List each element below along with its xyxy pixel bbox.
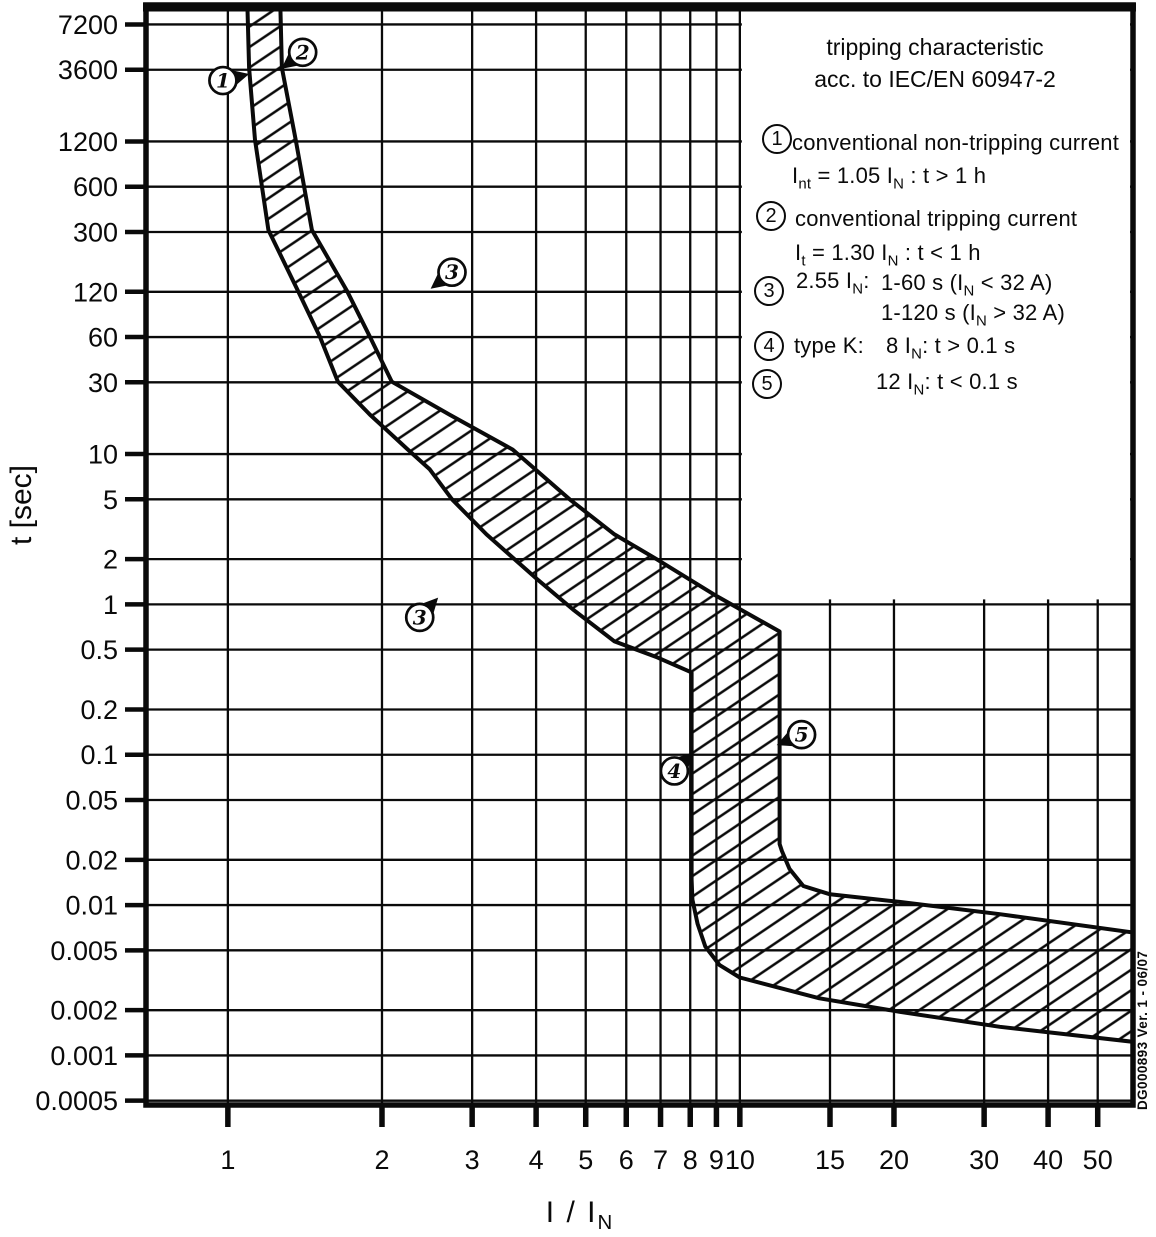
plot-border [143, 2, 1136, 1108]
y-tick-label: 300 [73, 217, 118, 247]
marker-circle [208, 65, 238, 96]
x-tick-label: 3 [465, 1145, 480, 1175]
x-tick-label: 50 [1083, 1145, 1113, 1175]
legend-item-1-text: conventional non-tripping current [792, 130, 1120, 155]
y-tick-label: 600 [73, 172, 118, 202]
x-tick-label: 6 [619, 1145, 634, 1175]
legend-item-2-formula: It = 1.30 IN : t < 1 h [795, 240, 981, 270]
x-tick-label: 7 [653, 1145, 668, 1175]
y-tick-label: 0.001 [50, 1041, 118, 1071]
y-tick-label: 7200 [58, 10, 118, 40]
y-tick-label: 0.2 [80, 695, 118, 725]
legend-item-1-number: 1 [762, 124, 792, 154]
x-tick-label: 10 [725, 1145, 755, 1175]
legend-item-1-formula: Int = 1.05 IN : t > 1 h [792, 163, 987, 193]
y-tick-label: 1 [103, 590, 118, 620]
y-tick-label: 3600 [58, 55, 118, 85]
legend-item-2-text: conventional tripping current [795, 206, 1078, 231]
x-tick-label: 20 [879, 1145, 909, 1175]
legend-item-4-rule: 8 IN: t > 0.1 s [886, 333, 1016, 363]
marker-number: 3 [413, 605, 427, 629]
y-tick-label: 0.05 [65, 785, 118, 815]
legend-item-4-type: type K: [794, 333, 864, 358]
y-tick-label: 0.1 [80, 740, 118, 770]
marker-circle [659, 756, 690, 786]
legend-item-3-condition: 2.55 IN: [796, 268, 870, 298]
y-tick-label: 120 [73, 277, 118, 307]
marker-number: 5 [795, 723, 809, 747]
legend-item-3-number: 3 [754, 276, 784, 306]
legend-item-3-range-1: 1-60 s (IN < 32 A) [881, 270, 1053, 300]
marker-circle [287, 37, 318, 68]
document-id-watermark: DG000893 Ver. 1 - 06/07 [1135, 951, 1150, 1110]
legend-item-5-rule: 12 IN: t < 0.1 s [876, 369, 1018, 399]
legend-title-line-1: tripping characteristic [826, 34, 1044, 60]
y-tick-label: 0.02 [65, 845, 118, 875]
x-tick-label: 5 [578, 1145, 593, 1175]
legend-title-line-2: acc. to IEC/EN 60947-2 [814, 66, 1056, 92]
x-tick-label: 8 [683, 1145, 698, 1175]
y-tick-label: 5 [103, 485, 118, 515]
legend-item-5-number: 5 [752, 369, 782, 399]
y-tick-label: 0.005 [50, 936, 118, 966]
x-tick-label: 4 [529, 1145, 544, 1175]
legend-mask [741, 8, 1130, 600]
legend-item-2-number: 2 [756, 201, 786, 231]
curve-point-markers: 1 2 3 3 4 5 [208, 37, 817, 786]
y-tick-label: 1200 [58, 127, 118, 157]
y-tick-label: 30 [88, 368, 118, 398]
axis-ticks [125, 22, 1101, 1127]
y-tick-label: 0.5 [80, 635, 118, 665]
marker-circle [404, 602, 435, 633]
y-tick-label: 10 [88, 440, 118, 470]
x-tick-label: 2 [374, 1145, 389, 1175]
legend-item-4-number: 4 [754, 331, 784, 361]
axis-tick-labels: 7200360012006003001206030105210.50.20.10… [35, 10, 1112, 1175]
x-tick-label: 30 [969, 1145, 999, 1175]
y-tick-label: 0.002 [50, 996, 118, 1026]
tripping-band [245, 5, 1133, 1044]
x-tick-label: 9 [709, 1145, 724, 1175]
x-tick-label: 15 [815, 1145, 845, 1175]
legend-item-3-range-2: 1-120 s (IN > 32 A) [881, 300, 1065, 330]
marker-number: 2 [295, 40, 310, 64]
y-axis-label: t [sec] [5, 464, 38, 546]
y-tick-label: 0.0005 [35, 1086, 118, 1116]
marker-circle [437, 257, 467, 288]
y-tick-label: 0.01 [65, 891, 118, 921]
x-tick-label: 1 [220, 1145, 235, 1175]
x-tick-label: 40 [1033, 1145, 1063, 1175]
x-axis-label: I / IN [545, 1196, 615, 1234]
marker-circle [786, 719, 817, 750]
marker-number: 3 [445, 260, 459, 284]
y-tick-label: 60 [88, 323, 118, 353]
marker-number: 4 [667, 759, 681, 783]
marker-number: 1 [216, 69, 230, 93]
y-tick-label: 2 [103, 545, 118, 575]
